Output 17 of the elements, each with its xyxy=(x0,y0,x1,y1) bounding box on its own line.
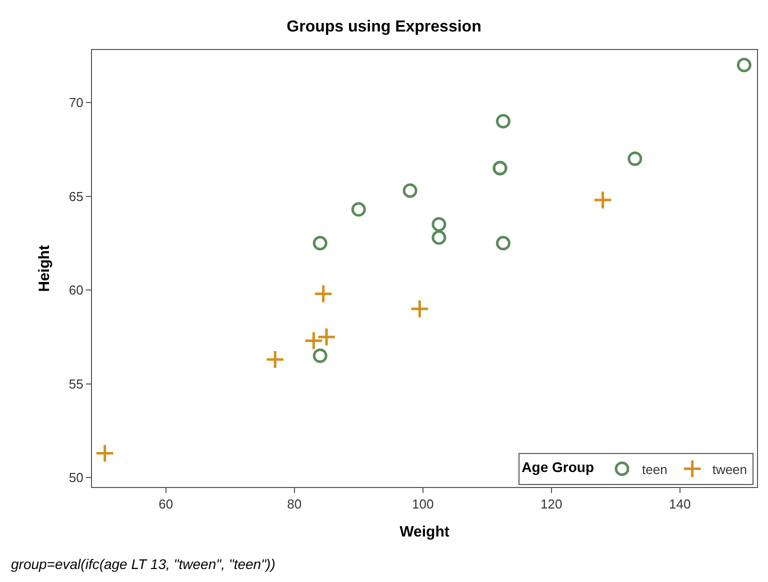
x-tick-label: 140 xyxy=(669,496,691,512)
y-tick-label: 65 xyxy=(68,188,84,204)
y-tick-label: 60 xyxy=(68,282,84,298)
y-tick-label: 70 xyxy=(68,95,84,110)
chart-title: Groups using Expression xyxy=(286,18,482,36)
x-tick-label: 80 xyxy=(287,496,302,512)
x-tick-label: 120 xyxy=(540,496,562,512)
y-axis-title: Height xyxy=(36,245,54,292)
y-tick-label: 55 xyxy=(68,376,84,392)
text: group=eval(ifc(age LT 13, "tween", "teen")) xyxy=(11,556,276,572)
x-tick-label: 100 xyxy=(412,496,434,512)
x-axis-title: Weight xyxy=(400,524,450,541)
legend-label: teen xyxy=(642,462,668,477)
legend-label: tween xyxy=(712,462,748,477)
legend-title: Age Group xyxy=(522,459,594,476)
y-tick-label: 50 xyxy=(68,470,84,486)
x-tick-label: 60 xyxy=(158,496,174,512)
